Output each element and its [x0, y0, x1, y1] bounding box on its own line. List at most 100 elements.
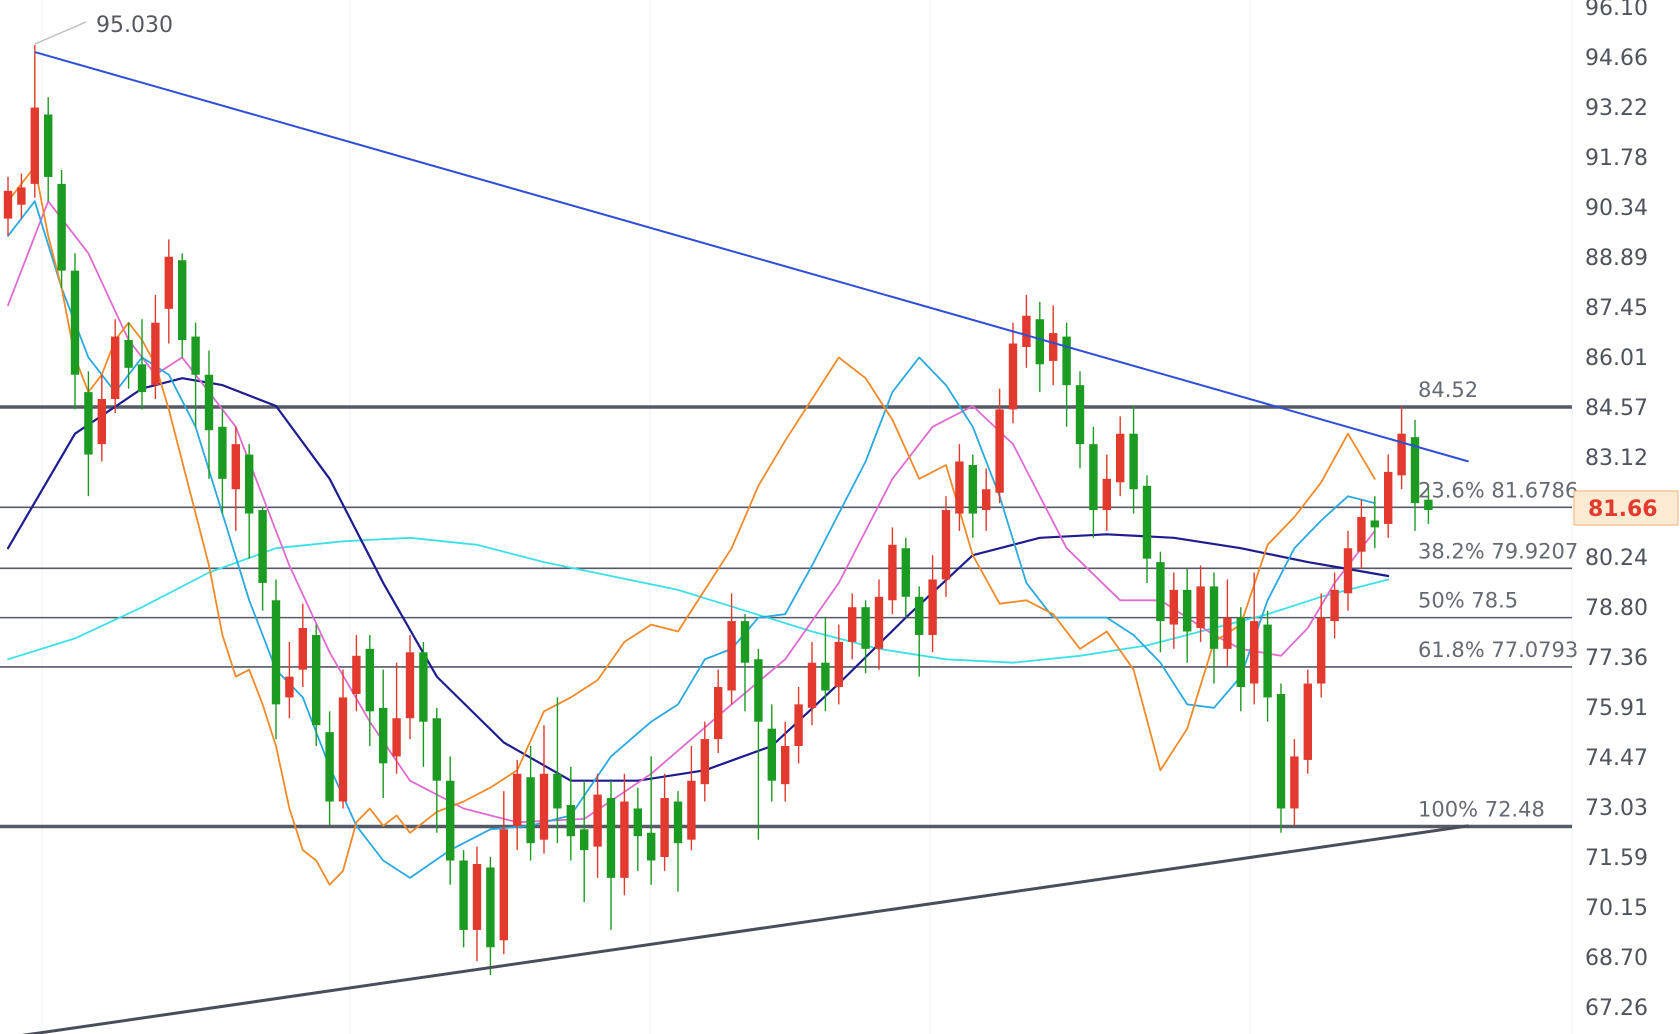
price-tick-label: 70.15 — [1585, 896, 1648, 921]
candle — [1102, 454, 1111, 531]
candle — [539, 725, 549, 854]
candle-body — [285, 676, 294, 698]
trendlines — [21, 51, 1469, 1034]
candle — [1156, 551, 1165, 653]
ma5-line — [7, 165, 1376, 886]
candle — [365, 634, 374, 747]
candle — [1384, 454, 1393, 538]
candle — [231, 426, 240, 531]
candle-body — [1035, 319, 1044, 365]
candle-body — [164, 256, 173, 309]
candle-body — [928, 579, 937, 635]
price-tick-label: 93.22 — [1585, 96, 1648, 121]
candle-body — [513, 773, 522, 826]
candle-body — [124, 340, 133, 368]
candle — [258, 506, 267, 611]
candle — [1424, 485, 1433, 524]
price-tick-label: 78.80 — [1585, 596, 1648, 621]
horizontal-level-label: 61.8% 77.0793 — [1418, 638, 1578, 662]
candle-body — [204, 374, 214, 431]
candle — [673, 791, 683, 892]
candle — [941, 496, 951, 597]
candle — [781, 721, 790, 802]
candle-body — [754, 659, 763, 722]
candle-body — [84, 392, 93, 455]
candle — [30, 45, 39, 198]
candle-body — [325, 732, 334, 802]
candle — [861, 600, 870, 674]
horizontal-level-label: 38.2% 79.9207 — [1418, 539, 1578, 563]
price-tick-label: 71.59 — [1585, 846, 1648, 871]
candle-body — [1330, 589, 1339, 622]
candle-body — [231, 444, 240, 490]
candle-body — [1276, 693, 1286, 809]
candle-body — [1250, 621, 1259, 684]
candle-body — [633, 808, 642, 837]
candle-body — [17, 187, 26, 205]
candle — [1169, 572, 1178, 649]
candle — [1343, 530, 1353, 611]
candle — [848, 593, 857, 660]
candle-body — [218, 426, 227, 479]
price-tick-label: 83.12 — [1585, 446, 1648, 471]
moving-averages — [6, 165, 1390, 886]
candle-body — [1102, 478, 1111, 511]
candle — [807, 641, 817, 726]
candle-body — [1424, 499, 1433, 511]
ma20-line — [7, 200, 1376, 824]
candle — [566, 766, 575, 861]
candle-body — [874, 596, 884, 649]
candle — [915, 586, 924, 677]
candle — [1183, 569, 1192, 663]
candle — [459, 850, 468, 948]
candle-body — [352, 655, 361, 694]
candle-body — [338, 697, 348, 802]
candle — [553, 697, 562, 844]
candle-body — [30, 107, 39, 184]
candle — [432, 707, 441, 833]
candle — [1008, 322, 1018, 424]
candle-body — [70, 270, 80, 375]
price-tick-label: 68.70 — [1585, 946, 1648, 971]
candle — [1250, 572, 1259, 705]
candle — [1263, 610, 1272, 722]
candle-body — [1410, 437, 1420, 504]
candle-body — [1116, 433, 1125, 483]
candle — [178, 253, 187, 358]
candle — [955, 444, 964, 531]
candle — [834, 624, 843, 705]
candle — [419, 641, 428, 767]
candle-body — [1169, 589, 1178, 625]
candle-body — [365, 648, 374, 712]
candle — [593, 773, 602, 878]
candle-body — [915, 596, 924, 635]
candle — [928, 555, 937, 653]
horizontal-levels — [0, 405, 1572, 829]
candle-body — [1156, 562, 1165, 622]
candle-body — [593, 794, 602, 847]
candle-body — [1263, 624, 1272, 698]
candle-body — [647, 832, 656, 861]
candle — [620, 773, 629, 896]
candle — [285, 641, 294, 719]
candle — [794, 687, 803, 764]
horizontal-level-label: 50% 78.5 — [1418, 589, 1518, 613]
ma120-line — [7, 536, 1390, 664]
candle-body — [566, 804, 575, 837]
candle-body — [97, 399, 106, 445]
candle — [995, 388, 1004, 504]
candle — [633, 787, 642, 871]
candle — [754, 648, 763, 840]
candle — [84, 371, 93, 497]
candle-body — [539, 773, 549, 840]
candle — [647, 756, 656, 885]
support-trendline — [21, 824, 1469, 1034]
candle-body — [392, 718, 401, 757]
candle — [513, 759, 522, 851]
candle — [526, 746, 535, 861]
price-tick-label: 87.45 — [1585, 296, 1648, 321]
candle-body — [3, 190, 13, 219]
price-tick-label: 84.57 — [1585, 396, 1648, 421]
candle — [352, 634, 361, 712]
